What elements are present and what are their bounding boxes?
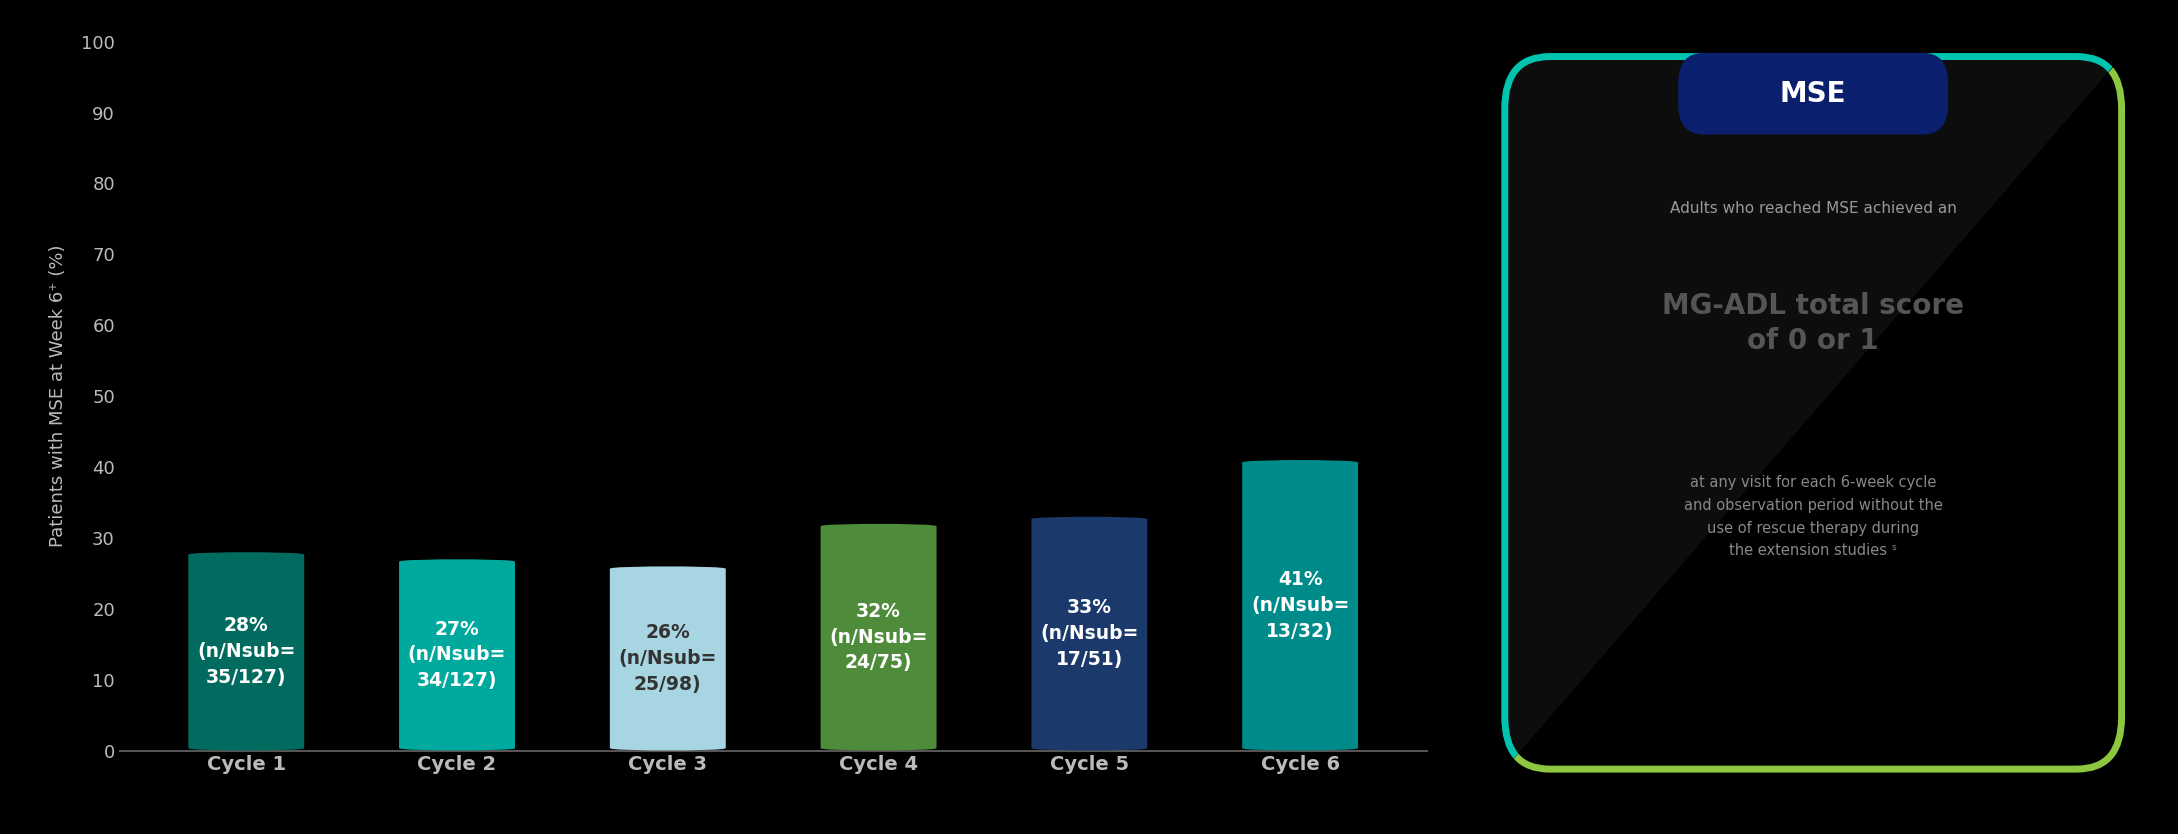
FancyBboxPatch shape <box>399 560 514 751</box>
FancyBboxPatch shape <box>187 552 305 751</box>
Text: 27%
(n/Nsub=
34/127): 27% (n/Nsub= 34/127) <box>407 620 505 691</box>
Text: 26%
(n/Nsub=
25/98): 26% (n/Nsub= 25/98) <box>619 623 717 694</box>
FancyBboxPatch shape <box>1032 517 1148 751</box>
Text: MG-ADL total score
of 0 or 1: MG-ADL total score of 0 or 1 <box>1662 293 1965 355</box>
Text: 32%
(n/Nsub=
24/75): 32% (n/Nsub= 24/75) <box>830 602 928 672</box>
Bar <box>187 552 305 751</box>
Bar <box>1032 517 1148 751</box>
FancyBboxPatch shape <box>821 524 937 751</box>
FancyBboxPatch shape <box>1679 53 1947 134</box>
Text: at any visit for each 6-week cycle
and observation period without the
use of res: at any visit for each 6-week cycle and o… <box>1684 475 1943 559</box>
Bar <box>610 566 725 751</box>
FancyBboxPatch shape <box>1505 57 2121 769</box>
Text: 41%
(n/Nsub=
13/32): 41% (n/Nsub= 13/32) <box>1250 570 1350 641</box>
FancyBboxPatch shape <box>610 566 725 751</box>
Text: Adults who reached MSE achieved an: Adults who reached MSE achieved an <box>1671 201 1956 216</box>
Text: 33%
(n/Nsub=
17/51): 33% (n/Nsub= 17/51) <box>1041 598 1139 669</box>
Y-axis label: Patients with MSE at Week 6⁺ (%): Patients with MSE at Week 6⁺ (%) <box>50 245 68 547</box>
Bar <box>821 524 937 751</box>
Bar <box>1241 460 1359 751</box>
Bar <box>399 560 514 751</box>
FancyBboxPatch shape <box>1241 460 1359 751</box>
Text: MSE: MSE <box>1779 80 1847 108</box>
Text: 28%
(n/Nsub=
35/127): 28% (n/Nsub= 35/127) <box>196 616 296 686</box>
